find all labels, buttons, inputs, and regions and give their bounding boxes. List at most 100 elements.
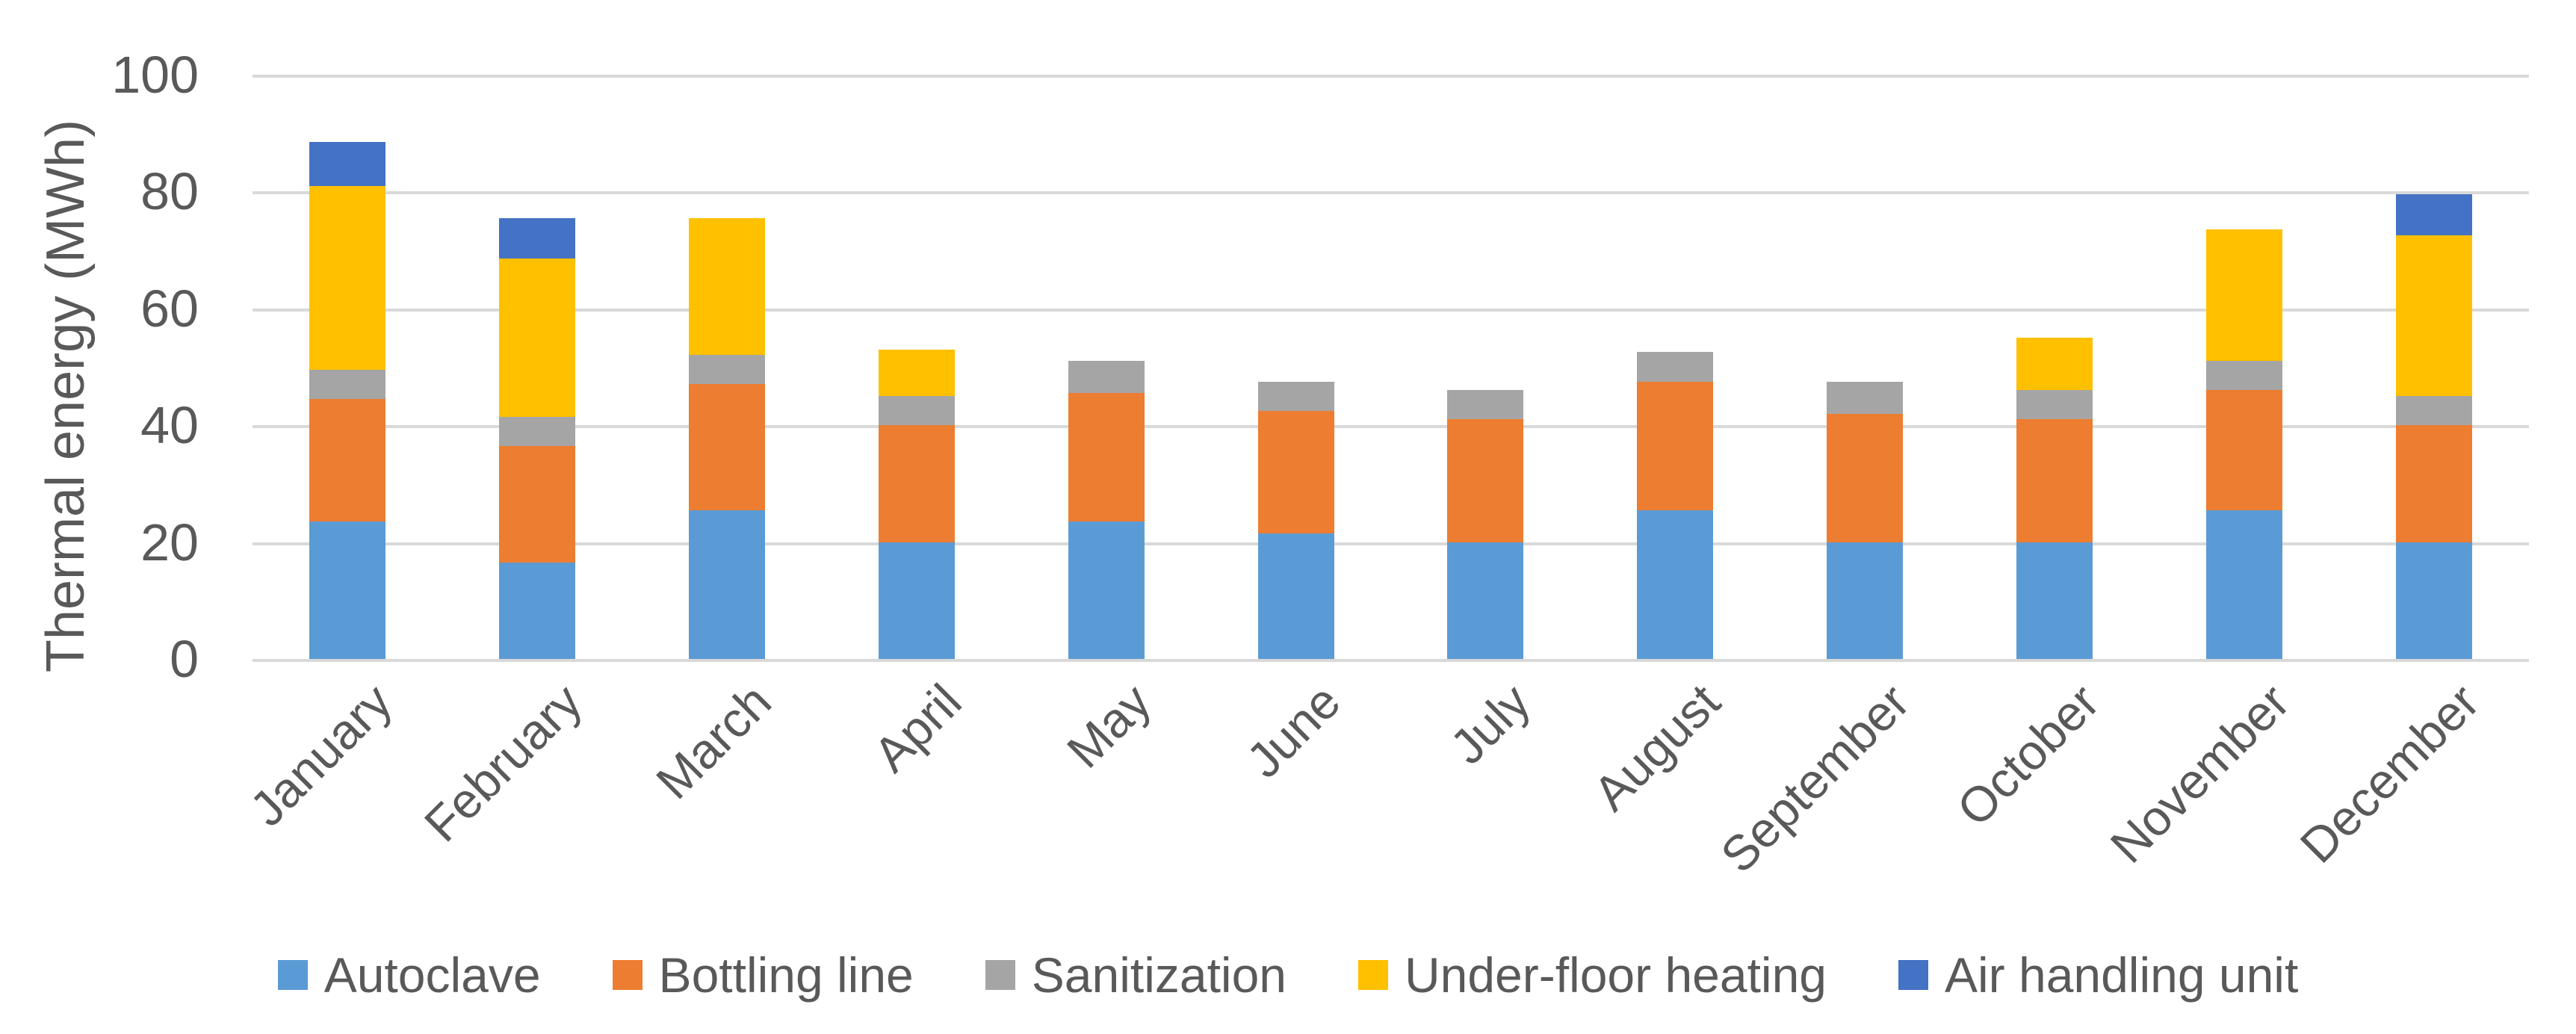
y-tick-label-40: 40 bbox=[140, 396, 199, 455]
x-axis-label-january: January bbox=[239, 673, 403, 837]
y-tick-label-100: 100 bbox=[111, 46, 199, 104]
bar-segment-march-autoclave bbox=[688, 510, 765, 659]
legend-label: Air handling unit bbox=[1944, 947, 2299, 1003]
bar-segment-april-sanitization bbox=[878, 396, 955, 426]
bar-segment-september-bottling-line bbox=[1827, 413, 1904, 542]
bar-segment-february-under-floor-heating bbox=[498, 258, 575, 417]
y-tick-label-20: 20 bbox=[140, 513, 199, 572]
bar-segment-august-sanitization bbox=[1637, 352, 1714, 382]
bar-segment-february-air-handling-unit bbox=[498, 217, 575, 259]
bar-segment-may-sanitization bbox=[1068, 361, 1145, 394]
legend-item-autoclave: Autoclave bbox=[277, 947, 541, 1003]
bar-september bbox=[1827, 381, 1904, 659]
bar-segment-october-bottling-line bbox=[2016, 419, 2093, 542]
bar-may bbox=[1068, 361, 1145, 659]
gridline-20 bbox=[253, 542, 2529, 545]
legend-item-air-handling-unit: Air handling unit bbox=[1898, 950, 2298, 1000]
legend-swatch-icon bbox=[985, 960, 1015, 990]
x-axis-label-august: August bbox=[1582, 673, 1730, 821]
legend-label: Sanitization bbox=[1031, 947, 1287, 1003]
bar-segment-november-autoclave bbox=[2206, 510, 2283, 659]
x-axis-label-june: June bbox=[1236, 673, 1352, 788]
gridline-100 bbox=[253, 75, 2529, 78]
x-axis-line bbox=[253, 659, 2529, 662]
bar-segment-january-autoclave bbox=[309, 521, 386, 659]
bar-segment-december-under-floor-heating bbox=[2396, 235, 2473, 397]
bar-segment-november-under-floor-heating bbox=[2206, 229, 2283, 362]
bar-segment-january-under-floor-heating bbox=[309, 185, 386, 370]
bar-segment-july-bottling-line bbox=[1447, 419, 1524, 542]
x-axis-label-december: December bbox=[2289, 673, 2489, 873]
bar-segment-february-sanitization bbox=[498, 416, 575, 446]
legend-swatch-icon bbox=[277, 960, 308, 990]
bar-march bbox=[688, 217, 765, 659]
legend-label: Autoclave bbox=[323, 947, 541, 1003]
bar-segment-december-bottling-line bbox=[2396, 425, 2473, 542]
bar-segment-june-bottling-line bbox=[1257, 410, 1334, 533]
bar-january bbox=[309, 141, 386, 659]
bar-october bbox=[2016, 337, 2093, 659]
bar-segment-may-autoclave bbox=[1068, 521, 1145, 659]
bar-segment-october-autoclave bbox=[2016, 542, 2093, 659]
bar-segment-march-under-floor-heating bbox=[688, 217, 765, 356]
legend-item-sanitization: Sanitization bbox=[985, 950, 1287, 1000]
bar-segment-july-sanitization bbox=[1447, 390, 1524, 420]
bar-segment-february-autoclave bbox=[498, 562, 575, 659]
y-tick-label-80: 80 bbox=[140, 162, 199, 221]
x-axis-label-november: November bbox=[2099, 673, 2300, 873]
x-axis-label-april: April bbox=[862, 673, 972, 782]
bar-december bbox=[2396, 194, 2473, 659]
legend-item-bottling-line: Bottling line bbox=[612, 947, 914, 1003]
x-axis-label-october: October bbox=[1946, 673, 2110, 837]
x-axis-label-july: July bbox=[1439, 673, 1541, 775]
bar-segment-january-sanitization bbox=[309, 369, 386, 400]
bar-segment-august-bottling-line bbox=[1637, 381, 1714, 510]
bar-segment-february-bottling-line bbox=[498, 445, 575, 563]
bar-segment-october-sanitization bbox=[2016, 390, 2093, 420]
legend: Autoclave Bottling line Sanitization Under-… bbox=[0, 950, 2576, 1000]
legend-swatch-icon bbox=[612, 960, 643, 990]
bar-segment-december-sanitization bbox=[2396, 396, 2473, 426]
gridline-80 bbox=[253, 191, 2529, 195]
plot-area bbox=[253, 75, 2529, 662]
x-axis-label-march: March bbox=[645, 673, 782, 810]
bar-segment-december-autoclave bbox=[2396, 542, 2473, 659]
legend-swatch-icon bbox=[1898, 960, 1928, 990]
bar-segment-june-autoclave bbox=[1257, 533, 1334, 659]
x-axis-label-february: February bbox=[413, 673, 592, 852]
bar-april bbox=[878, 349, 955, 659]
bar-segment-october-under-floor-heating bbox=[2016, 337, 2093, 391]
bar-segment-january-air-handling-unit bbox=[309, 141, 386, 186]
legend-label: Under-floor heating bbox=[1404, 947, 1827, 1003]
bar-segment-september-sanitization bbox=[1827, 381, 1904, 414]
y-tick-label-0: 0 bbox=[170, 630, 199, 688]
x-axis-label-september: September bbox=[1710, 673, 1920, 883]
x-axis-label-may: May bbox=[1056, 673, 1162, 778]
y-tick-label-60: 60 bbox=[140, 279, 199, 338]
gridline-60 bbox=[253, 308, 2529, 312]
bar-segment-august-autoclave bbox=[1637, 510, 1714, 659]
bar-segment-december-air-handling-unit bbox=[2396, 194, 2473, 236]
bar-segment-may-bottling-line bbox=[1068, 393, 1145, 522]
bar-segment-april-autoclave bbox=[878, 542, 955, 659]
bar-segment-november-bottling-line bbox=[2206, 390, 2283, 510]
legend-label: Bottling line bbox=[658, 947, 914, 1003]
bar-segment-march-sanitization bbox=[688, 355, 765, 385]
bar-segment-april-bottling-line bbox=[878, 425, 955, 542]
bar-segment-november-sanitization bbox=[2206, 361, 2283, 391]
bar-august bbox=[1637, 352, 1714, 659]
bar-july bbox=[1447, 390, 1524, 659]
gridline-40 bbox=[253, 425, 2529, 429]
legend-item-under-floor-heating: Under-floor heating bbox=[1357, 947, 1827, 1003]
bar-segment-april-under-floor-heating bbox=[878, 349, 955, 397]
bar-june bbox=[1257, 381, 1334, 659]
bar-february bbox=[498, 217, 575, 659]
bar-segment-july-autoclave bbox=[1447, 542, 1524, 659]
bar-november bbox=[2206, 229, 2283, 659]
bar-segment-march-bottling-line bbox=[688, 384, 765, 510]
bar-segment-june-sanitization bbox=[1257, 381, 1334, 411]
bar-segment-january-bottling-line bbox=[309, 399, 386, 522]
legend-swatch-icon bbox=[1357, 960, 1388, 990]
bar-segment-september-autoclave bbox=[1827, 542, 1904, 659]
